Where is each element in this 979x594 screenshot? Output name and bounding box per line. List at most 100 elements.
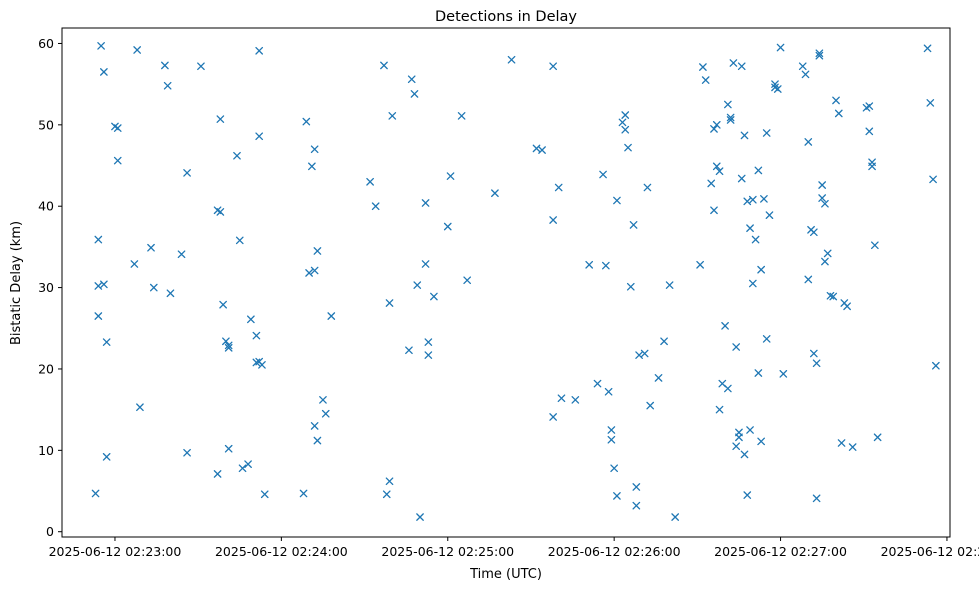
scatter-point bbox=[640, 349, 649, 358]
scatter-point bbox=[710, 125, 718, 133]
scatter-point bbox=[94, 235, 103, 244]
scatter-point bbox=[305, 269, 313, 277]
x-tick-label: 2025-06-12 02:24:00 bbox=[215, 544, 348, 559]
scatter-point bbox=[809, 349, 818, 358]
scatter-point bbox=[380, 61, 388, 70]
scatter-point bbox=[255, 46, 264, 55]
scatter-point bbox=[424, 338, 433, 346]
scatter-point bbox=[771, 80, 779, 88]
x-tick-label: 2025-06-12 02:28:00 bbox=[881, 544, 979, 559]
scatter-point bbox=[233, 151, 241, 160]
scatter-point bbox=[371, 202, 380, 211]
scatter-point bbox=[735, 433, 743, 442]
scatter-point bbox=[757, 265, 765, 274]
scatter-point bbox=[762, 335, 771, 343]
scatter-point bbox=[319, 396, 327, 404]
scatter-point bbox=[177, 250, 186, 259]
scatter-point bbox=[147, 243, 155, 252]
scatter-point bbox=[801, 70, 810, 79]
scatter-point bbox=[798, 62, 807, 71]
y-axis-label: Bistatic Delay (km) bbox=[9, 221, 24, 345]
scatter-point bbox=[385, 299, 394, 307]
scatter-point bbox=[549, 62, 557, 71]
scatter-point bbox=[754, 369, 763, 377]
scatter-point bbox=[224, 343, 233, 352]
scatter-point bbox=[665, 281, 674, 289]
scatter-point bbox=[97, 42, 105, 50]
scatter-point bbox=[183, 448, 191, 457]
scatter-point bbox=[388, 112, 397, 120]
scatter-point bbox=[532, 144, 541, 153]
scatter-point bbox=[815, 51, 824, 60]
scatter-point bbox=[197, 62, 205, 71]
scatter-point bbox=[757, 437, 765, 446]
scatter-point bbox=[446, 172, 455, 180]
scatter-point bbox=[308, 162, 316, 171]
scatter-point bbox=[754, 166, 763, 175]
scatter-point bbox=[737, 62, 746, 71]
scatter-point bbox=[255, 132, 264, 141]
scatter-point bbox=[632, 483, 641, 491]
scatter-point bbox=[183, 168, 191, 177]
scatter-point bbox=[313, 247, 322, 255]
scatter-point bbox=[133, 46, 142, 54]
scatter-point bbox=[696, 260, 704, 269]
scatter-point bbox=[219, 300, 227, 309]
scatter-point bbox=[870, 241, 879, 250]
scatter-point bbox=[643, 183, 652, 192]
scatter-point bbox=[865, 102, 874, 110]
scatter-point bbox=[255, 357, 264, 366]
scatter-point bbox=[701, 76, 710, 84]
scatter-point bbox=[804, 138, 813, 146]
scatter-point bbox=[621, 111, 630, 119]
scatter-point bbox=[707, 179, 716, 188]
scatter-point bbox=[604, 387, 613, 396]
scatter-point bbox=[865, 127, 874, 136]
scatter-point bbox=[848, 443, 857, 451]
scatter-point bbox=[554, 183, 563, 192]
scatter-point bbox=[302, 117, 311, 126]
scatter-point bbox=[929, 175, 937, 184]
scatter-point bbox=[776, 43, 785, 52]
chart-title: Detections in Delay bbox=[435, 9, 577, 25]
scatter-point bbox=[646, 401, 655, 410]
scatter-point bbox=[593, 379, 602, 388]
y-tick-label: 60 bbox=[38, 36, 54, 51]
scatter-point bbox=[809, 228, 818, 237]
scatter-point bbox=[299, 489, 308, 498]
scatter-point bbox=[926, 99, 935, 107]
scatter-point bbox=[94, 282, 103, 290]
scatter-point bbox=[746, 224, 754, 233]
scatter-point bbox=[740, 131, 749, 140]
scatter-point bbox=[629, 221, 638, 229]
scatter-point bbox=[549, 413, 557, 421]
scatter-point bbox=[621, 125, 630, 134]
x-tick-label: 2025-06-12 02:26:00 bbox=[548, 544, 681, 559]
scatter-point bbox=[737, 174, 746, 183]
scatter-point bbox=[91, 489, 100, 498]
scatter-point bbox=[321, 409, 330, 418]
scatter-point bbox=[762, 129, 771, 137]
y-tick-label: 30 bbox=[38, 280, 54, 295]
scatter-point bbox=[421, 199, 430, 207]
scatter-point bbox=[626, 282, 635, 291]
scatter-point bbox=[823, 249, 832, 258]
scatter-point bbox=[748, 195, 757, 204]
scatter-point bbox=[724, 100, 732, 109]
scatter-point bbox=[102, 338, 111, 346]
scatter-point bbox=[804, 275, 813, 284]
scatter-point bbox=[868, 162, 876, 171]
scatter-point bbox=[843, 302, 851, 311]
scatter-point bbox=[740, 450, 749, 459]
x-axis-label: Time (UTC) bbox=[469, 567, 542, 582]
scatter-point bbox=[632, 501, 641, 510]
scatter-point bbox=[818, 194, 827, 202]
scatter-point bbox=[721, 321, 729, 330]
scatter-point bbox=[238, 464, 247, 473]
scatter-point bbox=[613, 196, 621, 205]
y-tick-label: 40 bbox=[38, 199, 54, 214]
scatter-point bbox=[724, 384, 732, 393]
scatter-point bbox=[710, 206, 718, 215]
scatter-point bbox=[235, 236, 244, 245]
